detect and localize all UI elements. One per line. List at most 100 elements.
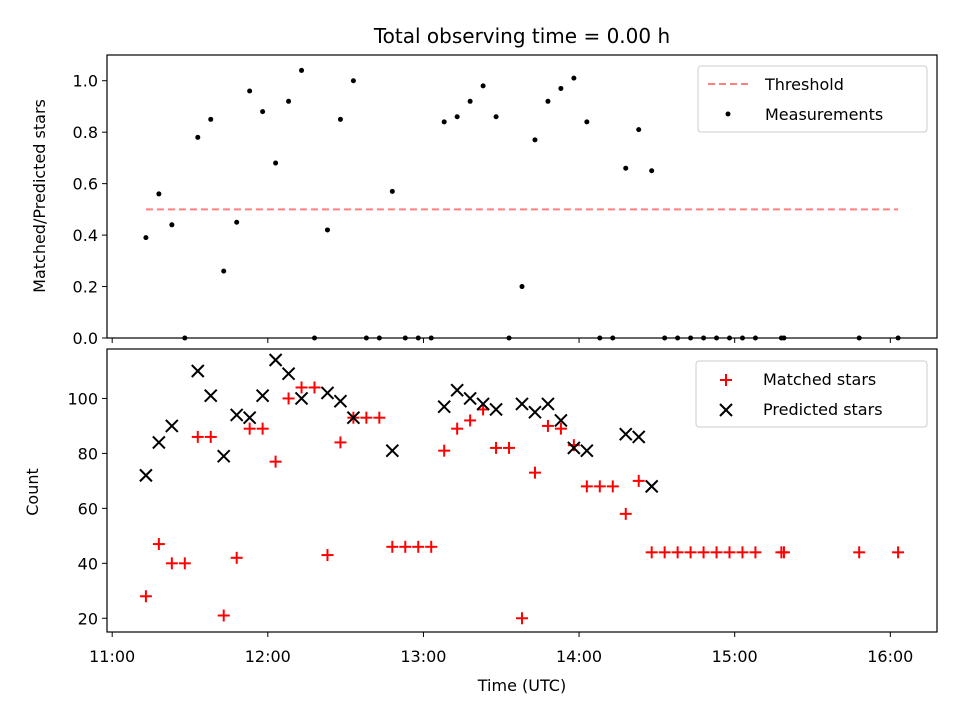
predicted-star-point [515, 397, 529, 411]
predicted-star-point [281, 367, 296, 381]
measurement-point [208, 116, 214, 122]
predicted-star-point [554, 413, 568, 428]
predicted-star-point [255, 389, 270, 403]
matched-star-point [386, 540, 399, 553]
top-legend: Threshold Measurements [697, 65, 928, 133]
matched-star-point [749, 546, 762, 559]
matched-star-point [477, 403, 490, 416]
predicted-star-point [346, 410, 361, 425]
measurement-point [506, 335, 512, 341]
measurement-point [714, 335, 720, 341]
bottom-legend: Matched stars Predicted stars [695, 360, 928, 428]
predicted-star-point [632, 430, 646, 444]
matched-star-point [438, 444, 451, 457]
predicted-star-point [152, 435, 166, 450]
matched-star-point [541, 419, 554, 432]
legend-predicted-swatch [719, 403, 733, 417]
bottom-plot-area [106, 348, 938, 633]
matched-star-point [139, 590, 152, 603]
predicted-star-point [385, 443, 400, 458]
measurement-point [623, 165, 629, 171]
matched-star-point [425, 540, 438, 553]
matched-star-point [282, 392, 295, 405]
matched-star-point [490, 441, 503, 454]
measurement-point [324, 227, 330, 233]
bottom-y-tick-label: 40 [78, 554, 98, 573]
top-y-ticks: 0.0 0.2 0.4 0.6 0.8 1.0 [73, 72, 107, 348]
matched-star-point [697, 546, 710, 559]
predicted-star-point [463, 391, 477, 406]
measurement-point [688, 335, 694, 341]
measurement-point [675, 335, 681, 341]
matched-star-point [710, 546, 723, 559]
measurement-point [363, 335, 369, 341]
top-y-tick-label: 0.6 [73, 175, 98, 194]
measurement-point [143, 235, 149, 241]
top-y-tick-label: 0.8 [73, 123, 98, 142]
measurement-point [597, 335, 603, 341]
matched-star-point [399, 540, 412, 553]
measurement-point [260, 109, 266, 115]
measurement-point [415, 335, 421, 341]
matched-star-point [736, 546, 749, 559]
top-legend-box [697, 65, 928, 133]
matched-star-point [528, 466, 541, 479]
bottom-x-tick-label: 16:00 [867, 647, 913, 666]
matched-star-point [204, 430, 217, 443]
matched-star-point [360, 411, 373, 424]
predicted-star-point [268, 353, 283, 367]
bottom-x-tick-label: 11:00 [89, 647, 135, 666]
bottom-y-tick-label: 60 [78, 499, 98, 518]
measurement-point [781, 335, 787, 341]
measurement-point [662, 335, 668, 341]
measurement-point [247, 88, 253, 94]
measurement-points [143, 67, 901, 341]
matched-star-point [632, 474, 645, 487]
measurement-point [441, 119, 447, 125]
measurement-point [739, 335, 745, 341]
star-count-points [139, 353, 905, 625]
measurement-point [856, 335, 862, 341]
matched-star-point [554, 422, 567, 435]
measurement-point [286, 98, 292, 104]
measurement-point [195, 134, 201, 140]
measurement-point [376, 335, 382, 341]
matched-star-point [853, 546, 866, 559]
matched-star-point [645, 546, 658, 559]
measurement-point [584, 119, 590, 125]
measurement-point [610, 335, 616, 341]
bottom-x-axis-label: Time (UTC) [477, 676, 566, 695]
predicted-star-point [229, 408, 244, 422]
matched-star-point [217, 609, 230, 622]
measurement-point [571, 75, 577, 81]
predicted-star-point [489, 402, 503, 417]
predicted-star-point [476, 397, 490, 411]
legend-predicted-label: Predicted stars [763, 400, 883, 419]
top-y-axis-label: Matched/Predicted stars [30, 99, 49, 293]
predicted-star-point [204, 389, 218, 403]
predicted-star-point [567, 441, 581, 455]
matched-star-point [892, 546, 905, 559]
matched-star-point [671, 546, 684, 559]
measurement-point [337, 116, 343, 122]
matched-star-point [684, 546, 697, 559]
matched-star-point [308, 381, 321, 394]
predicted-star-point [294, 391, 309, 406]
measurement-point [649, 168, 655, 174]
measurement-point [169, 222, 175, 228]
measurement-point [480, 83, 486, 89]
measurement-point [636, 127, 642, 133]
predicted-star-point [619, 427, 633, 441]
predicted-star-point [333, 394, 348, 408]
measurement-point [519, 284, 525, 290]
matched-star-point [165, 557, 178, 570]
legend-threshold-label: Threshold [764, 75, 844, 94]
matched-star-point [503, 441, 516, 454]
matched-star-point [152, 538, 165, 551]
legend-matched-label: Matched stars [763, 370, 876, 389]
matched-star-point [334, 436, 347, 449]
predicted-star-point [528, 405, 542, 419]
top-x-ticks [111, 338, 891, 343]
measurement-point [428, 335, 434, 341]
